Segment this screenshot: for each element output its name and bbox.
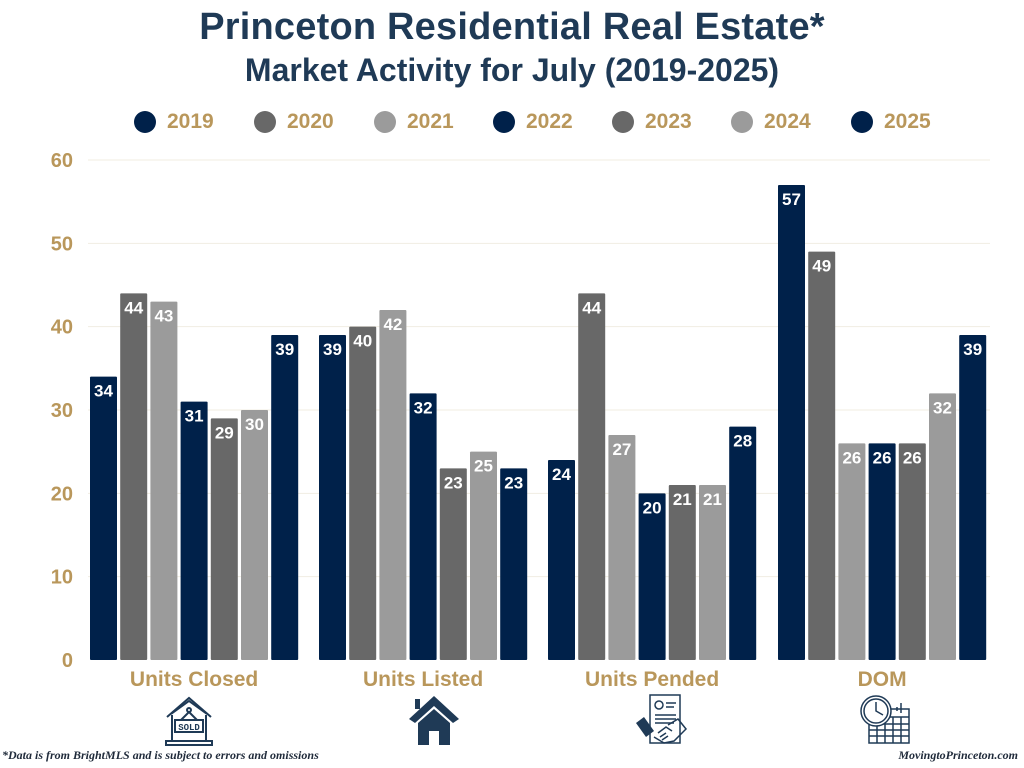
legend-swatch [254, 111, 276, 133]
legend-swatch [612, 111, 634, 133]
data-label: 24 [552, 465, 571, 484]
chart-subtitle: Market Activity for July (2019-2025) [244, 52, 780, 88]
house-icon [409, 696, 459, 745]
legend-label: 2020 [287, 110, 334, 133]
bar [500, 468, 528, 660]
data-label: 23 [444, 473, 463, 492]
bar [470, 451, 497, 660]
y-tick-label: 30 [51, 400, 73, 422]
bar [778, 185, 805, 660]
data-label: 42 [383, 315, 402, 334]
legend-swatch [134, 111, 156, 133]
y-tick-label: 60 [51, 150, 73, 172]
data-label: 39 [275, 340, 294, 359]
data-label: 26 [842, 448, 861, 467]
data-label: 26 [873, 448, 892, 467]
bar [349, 326, 377, 660]
data-label: 40 [353, 332, 372, 351]
x-category-label: Units Listed [363, 668, 483, 691]
legend-label: 2023 [645, 110, 692, 133]
bar [319, 335, 346, 660]
legend-label: 2025 [884, 110, 931, 133]
legend-swatch [731, 111, 753, 133]
y-tick-label: 0 [62, 650, 73, 672]
sold-house-icon: SOLD [165, 696, 213, 746]
data-label: 44 [124, 298, 143, 317]
data-label: 21 [673, 490, 692, 509]
legend: 2019 2020 2021 2022 2023 2024 2025 [0, 108, 1024, 136]
legend-swatch [493, 111, 515, 133]
bar [929, 393, 956, 660]
bar [548, 460, 575, 660]
data-label: 25 [474, 457, 493, 476]
bar [379, 310, 407, 660]
bar [699, 485, 726, 660]
bar [808, 251, 836, 660]
data-label: 30 [245, 415, 264, 434]
y-tick-label: 20 [51, 483, 73, 505]
data-label: 23 [504, 473, 523, 492]
bar [608, 435, 636, 660]
y-tick-label: 10 [51, 567, 73, 589]
data-label: 34 [94, 382, 113, 401]
bar [638, 493, 666, 660]
data-label: 27 [612, 440, 631, 459]
y-tick-label: 40 [51, 317, 73, 339]
data-label: 49 [812, 257, 831, 276]
legend-label: 2022 [526, 110, 573, 133]
x-category-label: DOM [858, 668, 907, 691]
bar [241, 410, 268, 660]
legend-label: 2024 [764, 110, 811, 133]
legend-item: 2024 [731, 108, 811, 136]
bar [838, 443, 866, 660]
legend-item: 2020 [254, 108, 334, 136]
data-label: 57 [782, 190, 801, 209]
bar [898, 443, 926, 660]
bar [668, 485, 696, 660]
data-label: 43 [154, 307, 173, 326]
bar [90, 376, 117, 660]
x-category-label: Units Closed [130, 668, 258, 691]
legend-item: 2021 [374, 108, 454, 136]
data-label: 39 [323, 340, 342, 359]
svg-text:SOLD: SOLD [178, 723, 200, 733]
legend-item: 2022 [493, 108, 573, 136]
bar [180, 401, 208, 660]
data-label: 26 [903, 448, 922, 467]
bar [439, 468, 467, 660]
bar [868, 443, 896, 660]
legend-item: 2025 [851, 108, 931, 136]
legend-swatch [851, 111, 873, 133]
bar [959, 335, 987, 660]
data-label: 44 [582, 298, 601, 317]
bar [210, 418, 238, 660]
chart-title: Princeton Residential Real Estate* [199, 6, 825, 48]
legend-label: 2019 [167, 110, 214, 133]
bar [120, 293, 148, 660]
bar-chart: 0 10 20 30 40 50 60 34 44 43 31 29 30 39 Units Closed 3… [51, 150, 990, 691]
legend-item: 2019 [134, 108, 214, 136]
clock-calendar-icon [860, 695, 910, 744]
legend-label: 2021 [407, 110, 454, 133]
legend-swatch [374, 111, 396, 133]
x-category-label: Units Pended [585, 668, 719, 691]
data-label: 32 [933, 398, 952, 417]
footnote: *Data is from BrightMLS and is subject t… [2, 748, 319, 762]
data-label: 31 [185, 407, 204, 426]
data-label: 21 [703, 490, 722, 509]
data-label: 20 [643, 498, 662, 517]
legend-item: 2023 [612, 108, 692, 136]
data-label: 39 [963, 340, 982, 359]
bar [271, 335, 299, 660]
y-tick-label: 50 [51, 233, 73, 255]
bar [578, 293, 606, 660]
bar [729, 426, 757, 660]
contract-handshake-icon [636, 694, 688, 744]
bar [409, 393, 437, 660]
site-link[interactable]: MovingtoPrinceton.com [898, 748, 1018, 762]
data-label: 29 [215, 423, 234, 442]
bar [150, 301, 178, 660]
data-label: 28 [733, 432, 752, 451]
data-label: 32 [414, 398, 433, 417]
